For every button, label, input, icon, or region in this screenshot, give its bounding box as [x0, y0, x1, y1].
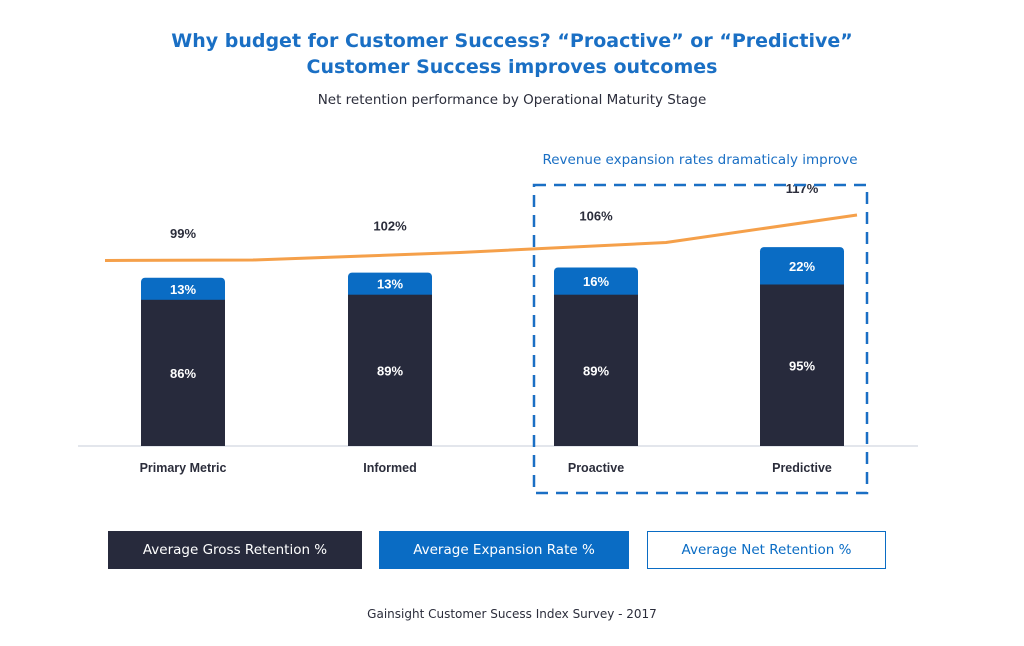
source-note: Gainsight Customer Sucess Index Survey -… [367, 607, 657, 621]
bar-gross-proactive [554, 294, 638, 446]
label-expansion-proactive: 16% [583, 274, 609, 289]
label-expansion-primary-metric: 13% [170, 282, 196, 297]
legend-gross-retention: Average Gross Retention % [108, 531, 362, 569]
bar-gross-predictive [760, 284, 844, 446]
label-gross-informed: 89% [377, 363, 403, 378]
legend-net-retention: Average Net Retention % [647, 531, 886, 569]
bar-gross-informed [348, 294, 432, 446]
category-label-predictive: Predictive [772, 461, 832, 475]
category-label-primary-metric: Primary Metric [140, 461, 227, 475]
chart-title-line-2: Customer Success improves outcomes [306, 56, 718, 78]
label-gross-predictive: 95% [789, 358, 815, 373]
label-net-informed: 102% [373, 219, 407, 234]
bar-expansion-primary-metric [141, 277, 225, 306]
label-expansion-predictive: 22% [789, 259, 815, 274]
label-net-primary-metric: 99% [170, 226, 196, 241]
chart-title-line-1: Why budget for Customer Success? “Proact… [171, 30, 853, 52]
bar-expansion-proactive [554, 267, 638, 301]
legend-expansion-rate: Average Expansion Rate % [379, 531, 629, 569]
bar-expansion-predictive [760, 247, 844, 291]
chart-title: Why budget for Customer Success? “Proact… [0, 28, 1024, 80]
category-label-informed: Informed [363, 461, 416, 475]
category-label-proactive: Proactive [568, 461, 624, 475]
bar-expansion-informed [348, 272, 432, 301]
label-net-proactive: 106% [579, 209, 613, 224]
chart-subtitle: Net retention performance by Operational… [317, 92, 707, 108]
label-gross-primary-metric: 86% [170, 366, 196, 381]
net-retention-line [104, 213, 858, 262]
label-net-predictive: 117% [786, 181, 819, 196]
annotation-label: Revenue expansion rates dramaticaly impr… [542, 152, 857, 168]
annotation-box [532, 183, 869, 495]
label-gross-proactive: 89% [583, 363, 609, 378]
bar-gross-primary-metric [141, 299, 225, 446]
label-expansion-informed: 13% [377, 277, 403, 292]
